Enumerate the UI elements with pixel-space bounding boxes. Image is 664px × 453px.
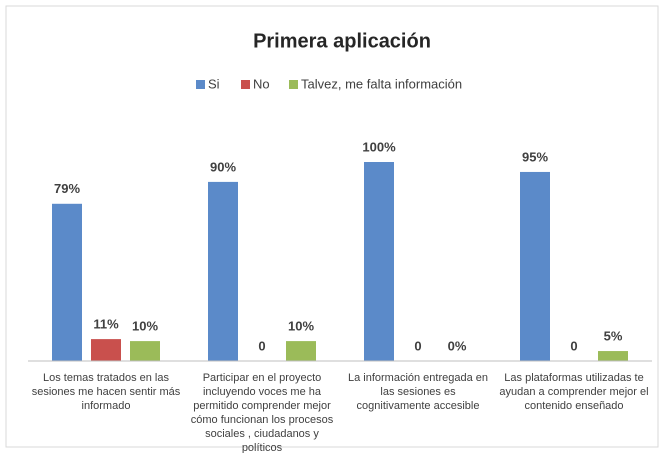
- bar: [52, 203, 82, 361]
- legend-label: No: [253, 76, 270, 91]
- data-label: 0: [414, 338, 421, 353]
- data-label: 79%: [54, 181, 80, 196]
- legend-swatch: [241, 80, 250, 89]
- bar: [364, 162, 394, 361]
- data-label: 90%: [210, 159, 236, 174]
- x-tick-label: Las plataformas utilizadas te ayudan a c…: [499, 372, 649, 412]
- bar: [208, 181, 238, 361]
- chart-title: Primera aplicación: [253, 30, 431, 52]
- data-label: 0%: [448, 338, 467, 353]
- data-label: 10%: [132, 319, 158, 334]
- legend-swatch: [196, 80, 205, 89]
- x-tick-label: Los temas tratados en las sesiones me ha…: [31, 372, 181, 412]
- data-label: 11%: [93, 317, 119, 332]
- x-tick-label: Participar en el proyecto incluyendo voc…: [190, 372, 334, 453]
- data-label: 95%: [522, 149, 548, 164]
- bar: [520, 171, 550, 361]
- bar: [130, 341, 160, 361]
- bar: [91, 339, 121, 361]
- bar: [598, 351, 628, 361]
- data-label: 0: [258, 338, 265, 353]
- data-label: 0: [570, 338, 577, 353]
- legend-label: Talvez, me falta información: [301, 76, 462, 91]
- x-tick-label: La información entregada en las sesiones…: [347, 372, 489, 412]
- data-label: 10%: [288, 319, 314, 334]
- data-label: 5%: [604, 328, 623, 343]
- bar: [286, 341, 316, 361]
- data-label: 100%: [362, 139, 396, 154]
- legend-label: Si: [208, 76, 220, 91]
- legend-swatch: [289, 80, 298, 89]
